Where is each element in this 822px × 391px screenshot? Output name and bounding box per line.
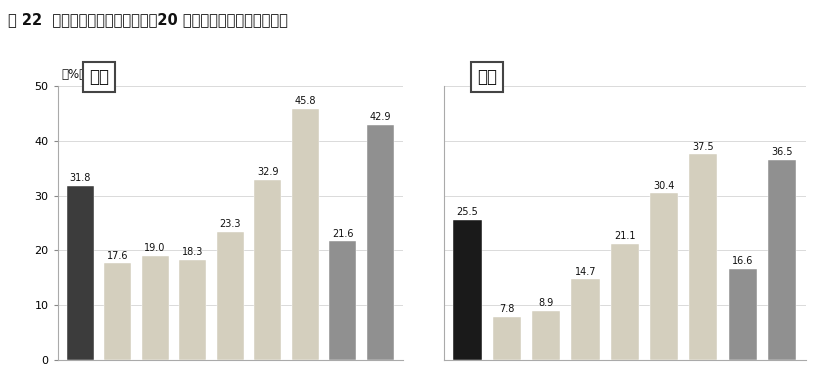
Text: 図 22  運動習慣のある者の割合（20 歳以上、性・年齢階級別）: 図 22 運動習慣のある者の割合（20 歳以上、性・年齢階級別） <box>8 12 288 27</box>
Bar <box>179 260 206 360</box>
Bar <box>453 220 482 360</box>
Bar <box>689 154 718 360</box>
Text: （%）: （%） <box>62 68 86 81</box>
Bar <box>367 125 394 360</box>
Bar <box>728 269 757 360</box>
Text: 19.0: 19.0 <box>145 243 166 253</box>
Text: 45.8: 45.8 <box>294 96 316 106</box>
Bar <box>532 311 561 360</box>
Text: 21.6: 21.6 <box>332 229 353 239</box>
Text: 42.9: 42.9 <box>370 112 391 122</box>
Bar <box>330 242 356 360</box>
Bar <box>768 160 797 360</box>
Text: 女性: 女性 <box>477 68 497 86</box>
Text: 14.7: 14.7 <box>575 267 596 276</box>
Bar <box>650 193 678 360</box>
Text: 32.9: 32.9 <box>257 167 279 177</box>
Text: 8.9: 8.9 <box>538 298 554 308</box>
Text: 30.4: 30.4 <box>653 181 675 190</box>
Text: 23.3: 23.3 <box>219 219 241 230</box>
Bar <box>217 232 243 360</box>
Bar <box>254 179 281 360</box>
Bar <box>141 256 169 360</box>
Text: 25.5: 25.5 <box>456 207 478 217</box>
Bar <box>492 317 521 360</box>
Text: 36.5: 36.5 <box>771 147 792 157</box>
Text: 18.3: 18.3 <box>182 247 203 257</box>
Bar <box>104 264 131 360</box>
Text: 7.8: 7.8 <box>499 304 515 314</box>
Bar <box>611 244 639 360</box>
Text: 31.8: 31.8 <box>69 173 90 183</box>
Bar <box>571 279 599 360</box>
Text: 21.1: 21.1 <box>614 231 635 242</box>
Text: 男性: 男性 <box>89 68 109 86</box>
Text: 17.6: 17.6 <box>107 251 128 261</box>
Bar <box>67 186 94 360</box>
Text: 37.5: 37.5 <box>692 142 714 152</box>
Text: 16.6: 16.6 <box>732 256 753 266</box>
Bar <box>292 109 319 360</box>
